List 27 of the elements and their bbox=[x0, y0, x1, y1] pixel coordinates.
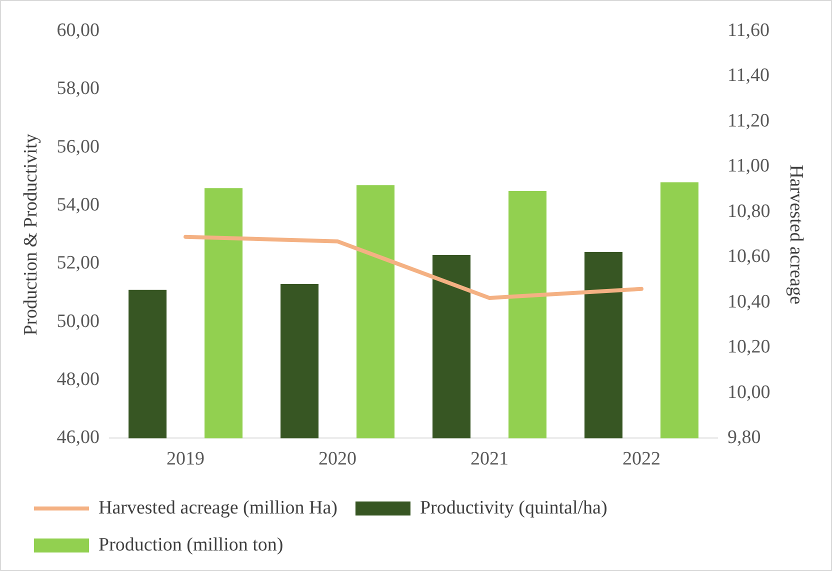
y2-tick-label: 10,60 bbox=[727, 246, 770, 268]
y2-tick-label: 9,80 bbox=[727, 427, 761, 448]
y-tick-label: 54,00 bbox=[56, 194, 100, 216]
y2-axis-title: Harvested acreage bbox=[786, 164, 807, 304]
x-tick-label: 2021 bbox=[470, 448, 508, 470]
y-tick-label: 58,00 bbox=[56, 78, 100, 100]
y-tick-label: 56,00 bbox=[56, 136, 100, 158]
y-tick-label: 60,00 bbox=[56, 20, 100, 41]
y2-tick-label: 11,20 bbox=[727, 110, 770, 132]
legend-label: Harvested acreage (million Ha) bbox=[98, 497, 338, 518]
x-tick-label: 2022 bbox=[622, 448, 660, 470]
y2-tick-label: 11,40 bbox=[727, 65, 770, 86]
legend-label: Production (million ton) bbox=[98, 534, 284, 556]
y2-tick-label: 10,80 bbox=[727, 200, 770, 222]
x-tick-label: 2020 bbox=[318, 448, 357, 470]
y2-tick-label: 11,00 bbox=[727, 156, 770, 177]
y-tick-label: 50,00 bbox=[56, 310, 100, 332]
y-tick-label: 52,00 bbox=[56, 252, 100, 274]
y-axis-title: Production & Productivity bbox=[20, 133, 42, 336]
legend-label: Productivity (quintal/ha) bbox=[420, 497, 608, 518]
y2-tick-label: 10,40 bbox=[727, 291, 770, 312]
y-tick-label: 46,00 bbox=[56, 427, 100, 448]
y2-tick-label: 11,60 bbox=[727, 20, 770, 41]
y2-tick-label: 10,00 bbox=[727, 382, 770, 403]
y2-tick-label: 10,20 bbox=[727, 336, 770, 358]
x-tick-label: 2019 bbox=[166, 448, 205, 470]
y-tick-label: 48,00 bbox=[56, 369, 100, 390]
